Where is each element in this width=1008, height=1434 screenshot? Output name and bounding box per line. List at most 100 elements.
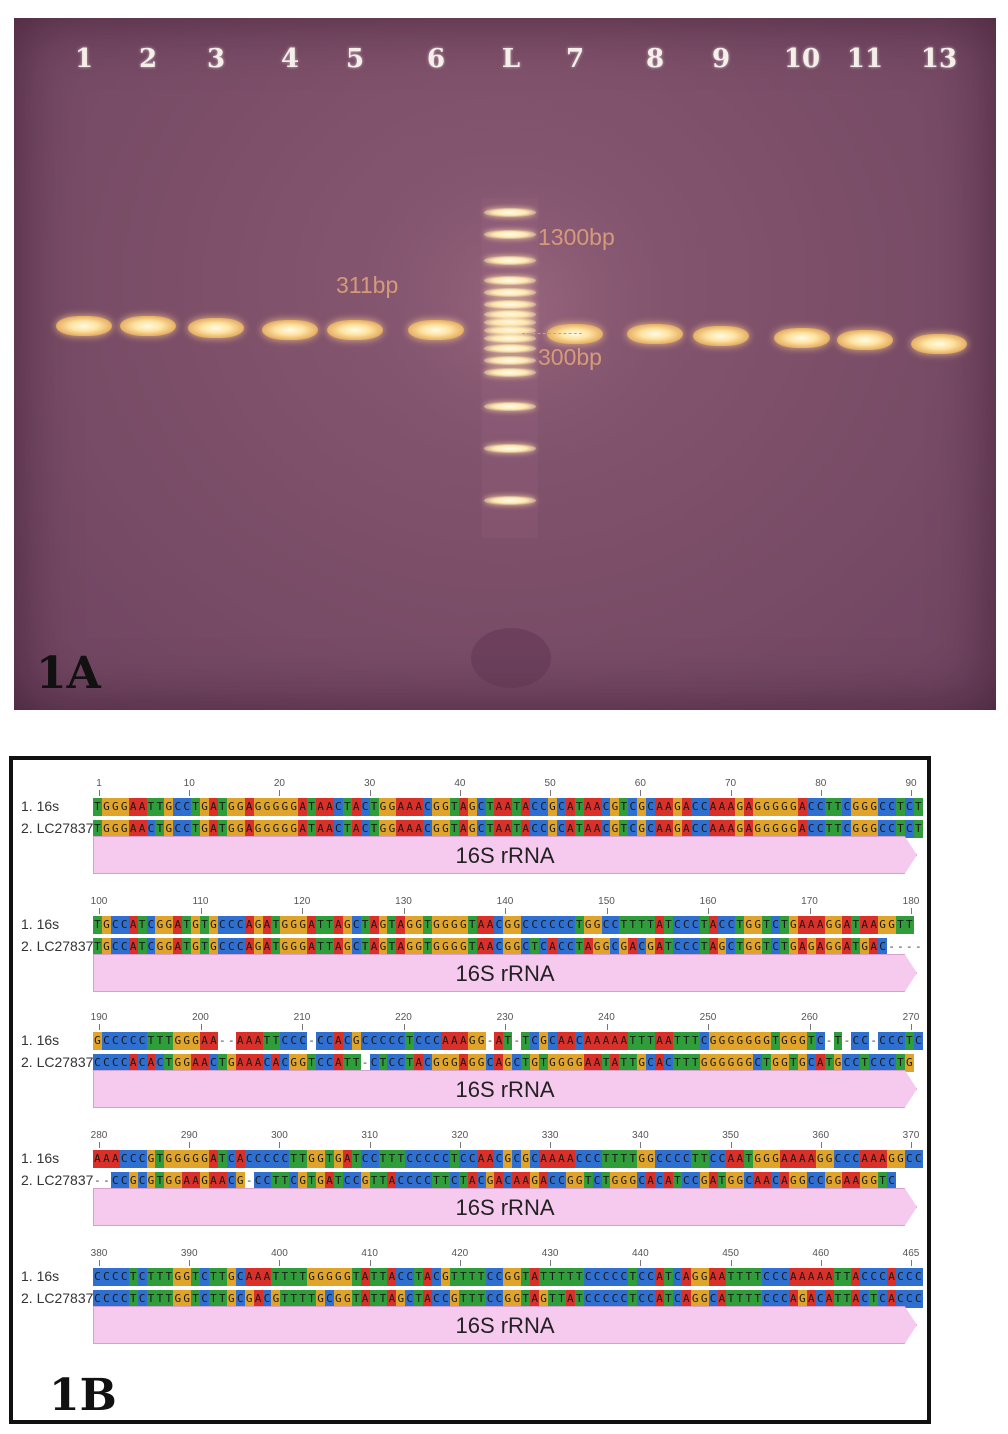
nucleotide: T (672, 1032, 682, 1050)
nucleotide: C (726, 938, 736, 956)
nucleotide: T (369, 1172, 379, 1190)
nucleotide: G (253, 916, 263, 934)
nucleotide: C (351, 938, 361, 956)
nucleotide: T (521, 1268, 531, 1286)
nucleotide: C (405, 1290, 415, 1308)
ruler-tick (820, 790, 822, 796)
ladder-band (484, 496, 536, 505)
nucleotide: T (307, 1172, 317, 1190)
nucleotide: C (244, 1150, 254, 1168)
nucleotide: C (128, 1032, 138, 1050)
nucleotide: T (280, 1268, 290, 1286)
nucleotide: C (762, 1268, 772, 1286)
nucleotide: G (182, 1290, 192, 1308)
nucleotide: G (476, 1054, 486, 1072)
nucleotide: G (271, 820, 281, 838)
nucleotide: T (806, 1032, 816, 1050)
nucleotide: G (788, 1032, 798, 1050)
nucleotide: A (655, 798, 664, 816)
ruler-tick-label: 340 (631, 1130, 649, 1141)
nucleotide: T (449, 798, 459, 816)
nucleotide: C (539, 798, 549, 816)
nucleotide: T (619, 916, 629, 934)
nucleotide: G (797, 1172, 807, 1190)
nucleotide: C (681, 916, 691, 934)
nucleotide: G (298, 1172, 308, 1190)
ruler-tick (505, 1024, 506, 1030)
nucleotide: A (726, 1150, 736, 1168)
nucleotide: G (869, 1172, 879, 1190)
nucleotide: C (93, 1268, 102, 1286)
ruler-tick-label: 260 (801, 1012, 818, 1023)
position-ruler: 1 10 20 30 40 50 60 70 80 90 (93, 778, 923, 798)
nucleotide: G (860, 820, 870, 838)
nucleotide: - (244, 1172, 254, 1190)
nucleotide: A (244, 938, 254, 956)
nucleotide: C (396, 1054, 406, 1072)
nucleotide: A (655, 1268, 664, 1286)
nucleotide: A (298, 820, 308, 838)
nucleotide: T (637, 1032, 647, 1050)
ruler-tick (708, 1024, 709, 1030)
nucleotide: A (583, 938, 593, 956)
nucleotide: G (226, 1290, 236, 1308)
nucleotide: A (333, 916, 343, 934)
nucleotide: A (235, 1150, 245, 1168)
nucleotide: G (244, 1290, 254, 1308)
nucleotide: T (146, 798, 156, 816)
nucleotide: G (592, 938, 602, 956)
nucleotide: C (664, 1150, 673, 1168)
nucleotide: T (833, 1268, 843, 1286)
ladder-1300bp-label: 1300bp (538, 224, 615, 250)
nucleotide: T (146, 1268, 156, 1286)
nucleotide: A (779, 1172, 789, 1190)
lane-label-11: 11 (846, 44, 884, 74)
nucleotide: T (307, 1290, 317, 1308)
nucleotide: G (904, 1054, 914, 1072)
nucleotide: G (449, 916, 459, 934)
nucleotide: T (824, 798, 834, 816)
nucleotide: G (565, 1054, 575, 1072)
nucleotide: G (887, 1150, 896, 1168)
nucleotide: G (173, 1054, 183, 1072)
nucleotide: G (771, 798, 780, 816)
nucleotide: A (681, 1268, 691, 1286)
nucleotide: T (601, 1054, 611, 1072)
nucleotide: C (119, 1150, 129, 1168)
nucleotide: T (440, 1172, 450, 1190)
nucleotide: T (664, 1290, 673, 1308)
gel-band-lane-5 (327, 320, 383, 340)
nucleotide: A (664, 1032, 673, 1050)
nucleotide: G (289, 1054, 299, 1072)
nucleotide: A (414, 820, 424, 838)
nucleotide: G (173, 1032, 183, 1050)
nucleotide: A (851, 1268, 861, 1286)
nucleotide: A (655, 1054, 664, 1072)
nucleotide: C (610, 938, 620, 956)
nucleotide: C (806, 820, 816, 838)
nucleotide: G (788, 916, 798, 934)
nucleotide: G (690, 1290, 700, 1308)
nucleotide: A (503, 798, 513, 816)
nucleotide: G (771, 820, 780, 838)
nucleotide: T (369, 1290, 379, 1308)
nucleotide: G (779, 798, 789, 816)
nucleotide: C (226, 1150, 236, 1168)
nucleotide: C (503, 1172, 513, 1190)
nucleotide: - (869, 1032, 879, 1050)
nucleotide: A (307, 938, 317, 956)
nucleotide: G (324, 1268, 334, 1286)
nucleotide: G (280, 798, 290, 816)
nucleotide: T (699, 1150, 709, 1168)
nucleotide: G (307, 1150, 317, 1168)
nucleotide: C (744, 1172, 754, 1190)
nucleotide: A (539, 1150, 549, 1168)
nucleotide: G (200, 798, 209, 816)
nucleotide: T (824, 820, 834, 838)
nucleotide: C (458, 1150, 468, 1168)
nucleotide: G (458, 938, 468, 956)
nucleotide: A (565, 820, 575, 838)
nucleotide: T (387, 1150, 397, 1168)
ladder-band (484, 208, 536, 217)
